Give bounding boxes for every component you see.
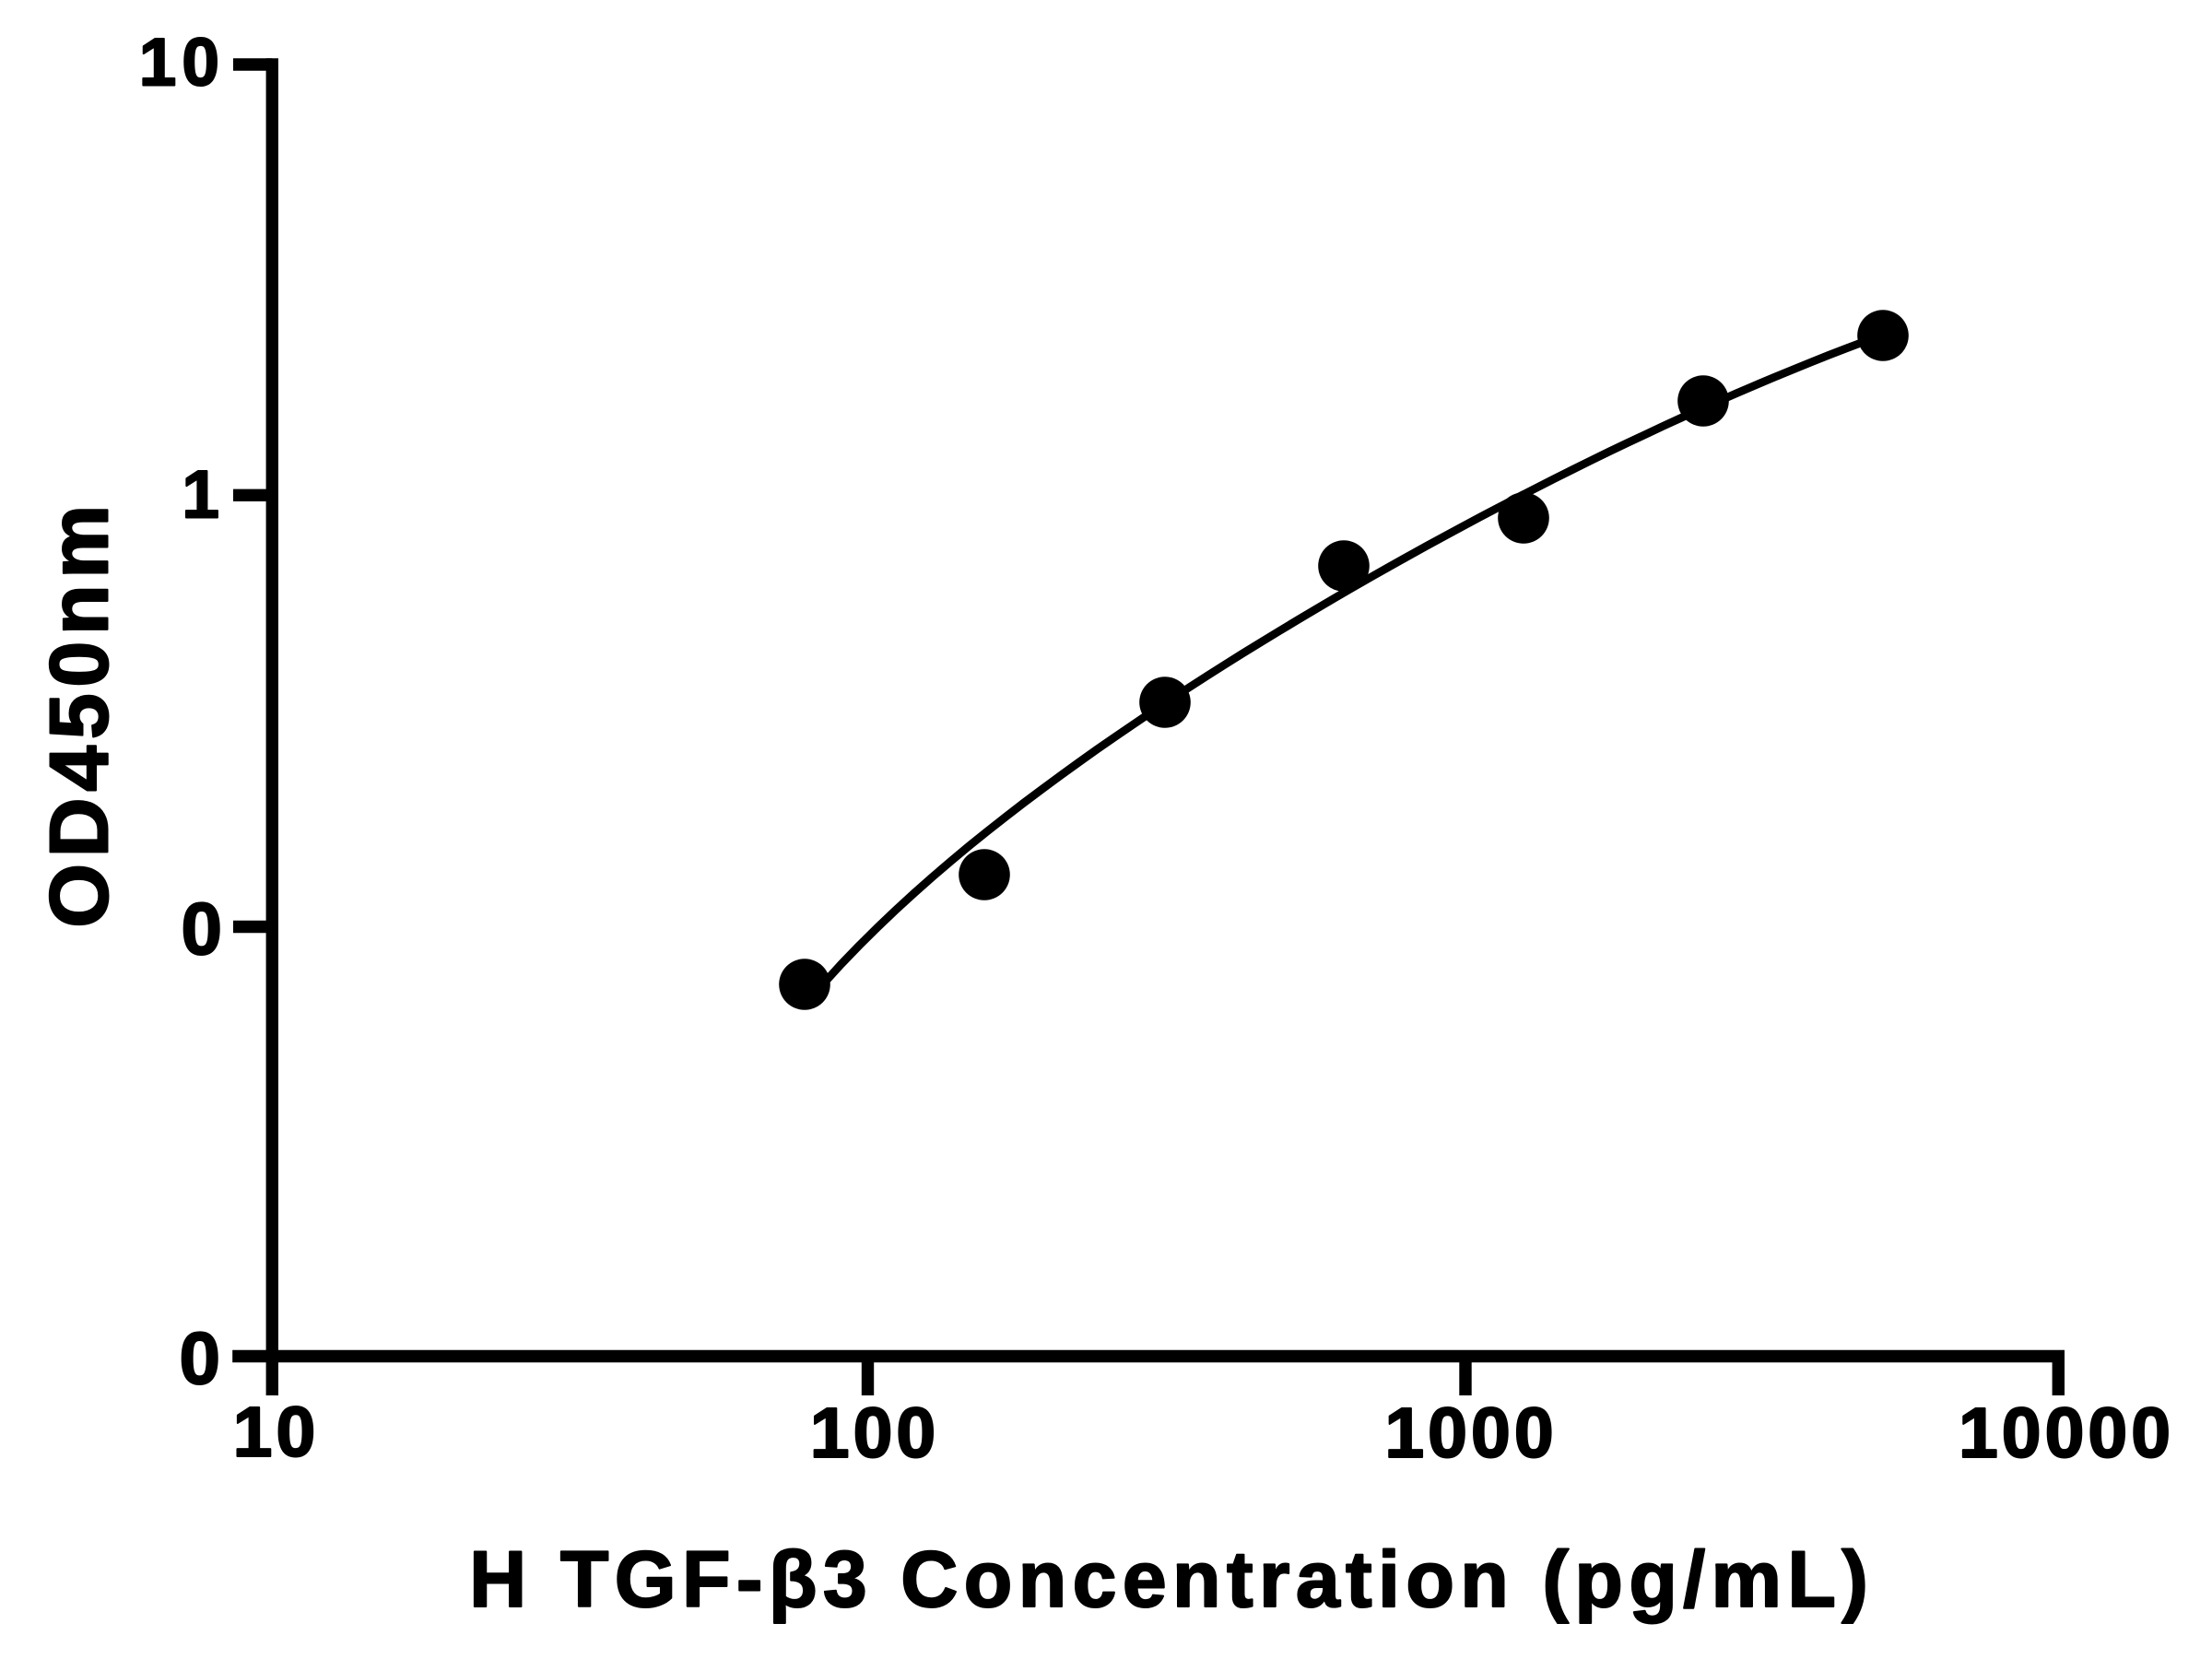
svg-text:1: 1 [182, 458, 225, 533]
svg-text:1000: 1000 [1384, 1394, 1557, 1473]
svg-text:100: 100 [810, 1394, 939, 1473]
svg-text:10: 10 [139, 26, 225, 100]
svg-text:0: 0 [182, 888, 229, 970]
svg-text:10000: 10000 [1959, 1394, 2174, 1473]
svg-text:0: 0 [180, 1317, 227, 1399]
svg-text:H TGF-β3 Concentration (pg/mL): H TGF-β3 Concentration (pg/mL) [469, 1535, 1874, 1624]
svg-text:10: 10 [233, 1393, 320, 1472]
svg-text:OD450nm: OD450nm [33, 499, 125, 928]
